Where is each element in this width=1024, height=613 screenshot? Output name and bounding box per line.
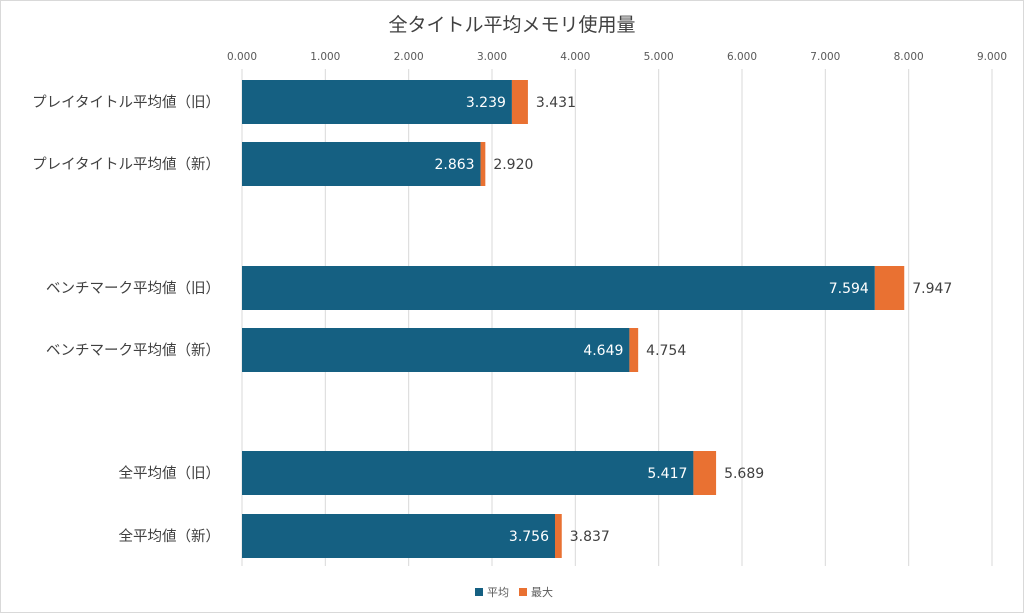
bar-max (511, 80, 528, 124)
legend-label-max: 最大 (531, 585, 553, 599)
data-label-average: 7.594 (829, 281, 869, 297)
data-label-max: 3.431 (536, 95, 576, 111)
data-label-average: 3.239 (466, 95, 506, 111)
category-label: 全平均値（新） (119, 527, 221, 545)
x-tick-label: 8.000 (894, 51, 924, 63)
legend-swatch-max (519, 588, 527, 596)
data-label-max: 2.920 (493, 157, 533, 173)
data-label-max: 5.689 (724, 466, 764, 482)
category-labels: プレイタイトル平均値（旧） プレイタイトル平均値（新） ベンチマーク平均値（旧） ベン… (32, 94, 220, 545)
data-label-average: 2.863 (434, 157, 474, 173)
bar-max (693, 451, 717, 495)
category-label: ベンチマーク平均値（旧） (46, 280, 220, 297)
x-tick-label: 7.000 (810, 51, 840, 63)
x-tick-label: 4.000 (560, 51, 590, 63)
bar-max (874, 266, 905, 310)
category-label: プレイタイトル平均値（新） (32, 156, 220, 173)
bar-average (242, 142, 481, 186)
chart-title: 全タイトル平均メモリ使用量 (388, 14, 635, 36)
legend-label-average: 平均 (487, 586, 509, 599)
bar-max (555, 514, 562, 558)
bars (242, 80, 905, 558)
data-label-max: 7.947 (912, 281, 952, 297)
legend-swatch-average (475, 588, 483, 596)
x-tick-label: 6.000 (727, 51, 757, 63)
x-axis-ticks: 0.000 1.000 2.000 3.000 4.000 5.000 6.000 7.000… (227, 51, 1007, 63)
bar-max (480, 142, 486, 186)
data-label-max: 3.837 (570, 529, 610, 545)
data-label-average: 3.756 (509, 529, 549, 545)
category-label: プレイタイトル平均値（旧） (32, 94, 220, 111)
legend: 平均 最大 (475, 585, 553, 599)
x-tick-label: 5.000 (644, 51, 674, 63)
bar-average (242, 80, 512, 124)
x-tick-label: 2.000 (394, 51, 424, 63)
bar-average (242, 514, 555, 558)
data-label-average: 5.417 (647, 466, 687, 482)
bar-average (242, 266, 875, 310)
bar-average (242, 328, 630, 372)
category-label: ベンチマーク平均値（新） (46, 342, 220, 359)
data-labels: 3.239 3.431 2.863 2.920 7.594 7.947 4.649 4.754… (434, 95, 952, 545)
x-tick-label: 3.000 (477, 51, 507, 63)
data-label-max: 4.754 (646, 343, 686, 359)
x-tick-label: 9.000 (977, 51, 1007, 63)
category-label: 全平均値（旧） (119, 464, 221, 482)
x-tick-label: 0.000 (227, 51, 257, 63)
data-label-average: 4.649 (583, 343, 623, 359)
bar-max (629, 328, 639, 372)
x-tick-label: 1.000 (310, 51, 340, 63)
bar-average (242, 451, 694, 495)
